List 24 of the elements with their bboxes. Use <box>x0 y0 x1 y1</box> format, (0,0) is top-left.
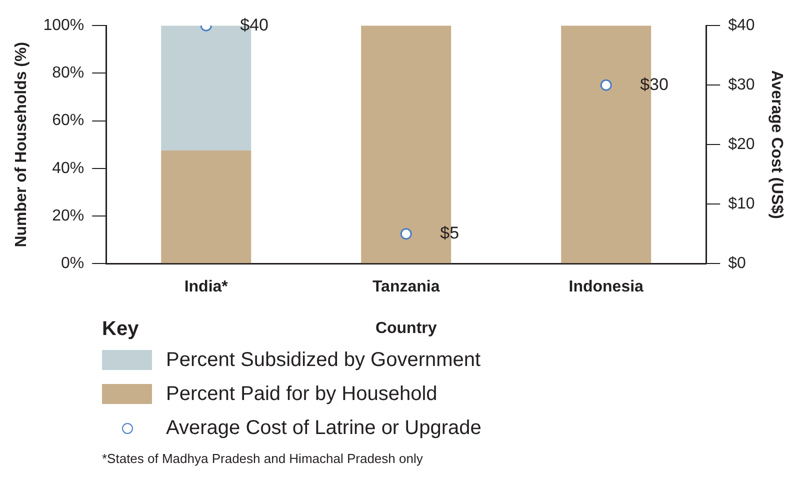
data-label: $30 <box>640 74 668 94</box>
y-tick-label: 80% <box>52 64 84 82</box>
y-tick-label: 100% <box>43 17 84 34</box>
legend-label: Percent Subsidized by Government <box>166 348 481 372</box>
y-tick-label: 40% <box>52 160 84 177</box>
y2-tick-label: $40 <box>728 17 755 34</box>
x-tick-label: India* <box>184 278 229 296</box>
x-tick-label: Tanzania <box>372 278 440 296</box>
data-label: $40 <box>240 15 268 34</box>
legend-label: Percent Paid for by Household <box>166 382 438 406</box>
y2-tick-label: $10 <box>728 196 755 213</box>
legend-label: Average Cost of Latrine or Upgrade <box>166 416 482 440</box>
y-tick-label: 20% <box>52 207 84 224</box>
y2-axis-title: Average Cost (US$) <box>768 70 785 219</box>
x-axis-title: Country <box>375 320 437 337</box>
y2-tick-label: $20 <box>728 136 755 154</box>
y-axis-title: Number of Households (%) <box>13 42 30 248</box>
y2-tick-label: $30 <box>728 76 755 94</box>
y2-tick-label: $0 <box>728 255 746 272</box>
x-tick-label: Indonesia <box>568 278 644 296</box>
y-tick-label: 60% <box>52 112 84 130</box>
y-tick-label: 0% <box>60 255 84 272</box>
legend-title: Key <box>102 318 139 340</box>
text: *States of Madhya Pradesh and Himachal Pradesh only <box>102 451 424 466</box>
